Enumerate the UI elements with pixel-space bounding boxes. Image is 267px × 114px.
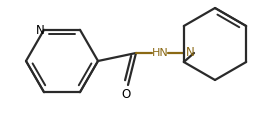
Text: HN: HN bbox=[152, 48, 168, 57]
Text: N: N bbox=[36, 24, 44, 37]
Text: O: O bbox=[121, 88, 131, 101]
Text: N: N bbox=[186, 46, 194, 59]
